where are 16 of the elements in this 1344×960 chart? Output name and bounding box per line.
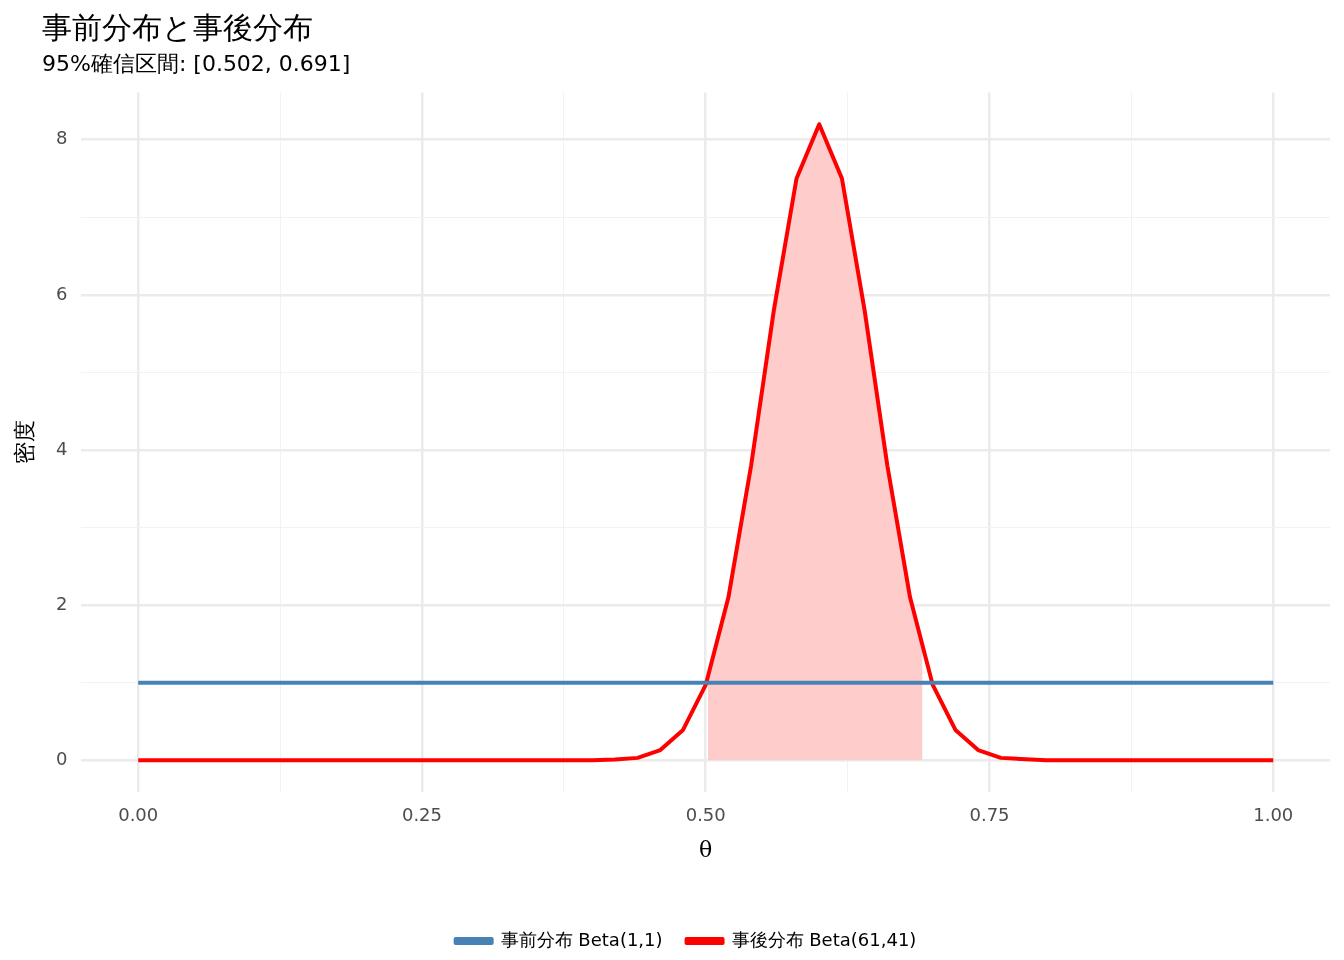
x-axis-title: θ [699, 836, 713, 862]
x-tick-label: 1.00 [1253, 804, 1294, 826]
y-tick-label: 4 [56, 437, 68, 459]
y-axis-title: 密度 [11, 420, 37, 465]
chart-subtitle: 95%確信区間: [0.502, 0.691] [42, 50, 351, 76]
legend-label: 事前分布 Beta(1,1) [500, 928, 663, 950]
y-tick-label: 8 [56, 127, 68, 149]
legend-label: 事後分布 Beta(61,41) [731, 928, 917, 950]
x-tick-label: 0.00 [118, 804, 159, 826]
x-tick-label: 0.50 [685, 804, 726, 826]
chart-title: 事前分布と事後分布 [42, 9, 313, 45]
x-tick-label: 0.25 [401, 804, 442, 826]
y-tick-label: 2 [56, 592, 68, 614]
y-tick-label: 6 [56, 282, 68, 304]
x-tick-label: 0.75 [969, 804, 1010, 826]
y-tick-label: 0 [56, 747, 68, 769]
